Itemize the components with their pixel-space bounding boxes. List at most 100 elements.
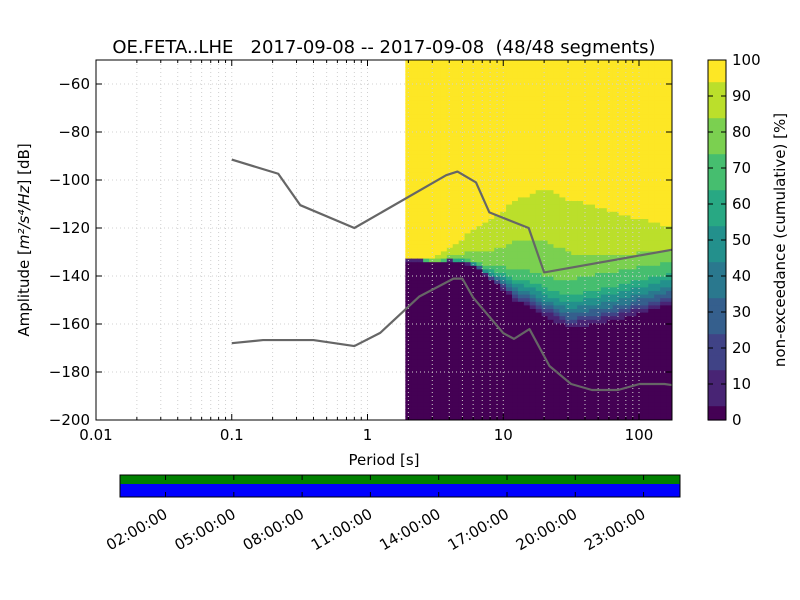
heatmap-cell [612, 200, 620, 205]
heatmap-cell [660, 193, 667, 198]
heatmap-cell [571, 63, 578, 68]
heatmap-cell [488, 193, 495, 198]
heatmap-cell [630, 340, 638, 345]
heatmap-cell [512, 222, 519, 227]
heatmap-cell [648, 409, 655, 414]
heatmap-cell [517, 265, 525, 270]
heatmap-cell [529, 304, 537, 309]
heatmap-cell [535, 398, 543, 403]
heatmap-cell [512, 344, 519, 349]
heatmap-cell [648, 74, 655, 79]
heatmap-cell [571, 362, 578, 367]
heatmap-cell [606, 402, 614, 407]
heatmap-cell [636, 225, 643, 230]
heatmap-cell [446, 132, 454, 137]
heatmap-cell [458, 333, 466, 338]
heatmap-cell [434, 218, 442, 223]
heatmap-cell [434, 286, 442, 291]
heatmap-cell [535, 261, 543, 266]
heatmap-cell [470, 142, 478, 147]
heatmap-cell [606, 322, 614, 327]
heatmap-cell [405, 232, 412, 237]
heatmap-cell [464, 333, 472, 338]
heatmap-cell [589, 232, 596, 237]
heatmap-cell [577, 189, 584, 194]
heatmap-cell [618, 312, 626, 317]
heatmap-cell [446, 315, 454, 320]
heatmap-cell [411, 373, 418, 378]
heatmap-cell [452, 286, 460, 291]
heatmap-cell [547, 121, 555, 126]
heatmap-cell [618, 132, 626, 137]
heatmap-cell [565, 376, 572, 381]
heatmap-cell [654, 121, 661, 126]
heatmap-cell [583, 265, 590, 270]
heatmap-cell [482, 322, 489, 327]
heatmap-cell [470, 168, 478, 173]
heatmap-cell [666, 250, 672, 255]
colorbar-tick-label: 70 [732, 159, 751, 177]
heatmap-cell [482, 308, 489, 313]
heatmap-cell [589, 304, 596, 309]
heatmap-cell [624, 229, 632, 234]
heatmap-cell [429, 232, 436, 237]
heatmap-cell [512, 276, 519, 281]
heatmap-cell [476, 290, 483, 295]
heatmap-cell [446, 326, 454, 331]
heatmap-cell [434, 283, 442, 288]
heatmap-cell [512, 132, 519, 137]
heatmap-cell [666, 200, 672, 205]
heatmap-cell [464, 92, 472, 97]
heatmap-cell [488, 261, 495, 266]
heatmap-cell [577, 99, 584, 104]
heatmap-cell [589, 164, 596, 169]
heatmap-cell [476, 160, 483, 165]
heatmap-cell [618, 384, 626, 389]
heatmap-cell [405, 261, 412, 266]
heatmap-cell [500, 337, 507, 342]
heatmap-cell [636, 114, 643, 119]
timeline: 02:00:00 05:00:00 08:00:00 11:00:00 14:00:00… [103, 474, 681, 554]
heatmap-cell [606, 146, 614, 151]
heatmap-cell [642, 247, 649, 252]
heatmap-cell [660, 355, 667, 360]
heatmap-cell [666, 380, 672, 385]
heatmap-cell [512, 376, 519, 381]
heatmap-cell [434, 88, 442, 93]
heatmap-cell [636, 74, 643, 79]
heatmap-cell [512, 135, 519, 140]
heatmap-cell [547, 135, 555, 140]
heatmap-cell [535, 196, 543, 201]
heatmap-cell [642, 142, 649, 147]
heatmap-cell [500, 139, 507, 144]
heatmap-cell [458, 103, 466, 108]
heatmap-cell [618, 178, 626, 183]
heatmap-cell [512, 405, 519, 410]
heatmap-cell [571, 196, 578, 201]
heatmap-cell [571, 402, 578, 407]
heatmap-cell [612, 283, 620, 288]
heatmap-cell [654, 168, 661, 173]
heatmap-cell [458, 124, 466, 129]
heatmap-cell [565, 168, 572, 173]
heatmap-cell [470, 225, 478, 230]
heatmap-cell [594, 369, 602, 374]
heatmap-cell [630, 297, 638, 302]
heatmap-cell [606, 139, 614, 144]
heatmap-cell [446, 312, 454, 317]
heatmap-cell [583, 225, 590, 230]
heatmap-cell [529, 175, 537, 180]
heatmap-cell [423, 416, 430, 420]
heatmap-cell [618, 297, 626, 302]
heatmap-cell [429, 128, 436, 133]
heatmap-cell [535, 178, 543, 183]
heatmap-cell [541, 175, 549, 180]
heatmap-cell [423, 186, 430, 191]
heatmap-cell [541, 402, 549, 407]
heatmap-cell [470, 312, 478, 317]
heatmap-cell [624, 153, 632, 158]
heatmap-cell [405, 96, 412, 101]
heatmap-cell [417, 384, 424, 389]
heatmap-cell [630, 276, 638, 281]
heatmap-cell [553, 186, 561, 191]
